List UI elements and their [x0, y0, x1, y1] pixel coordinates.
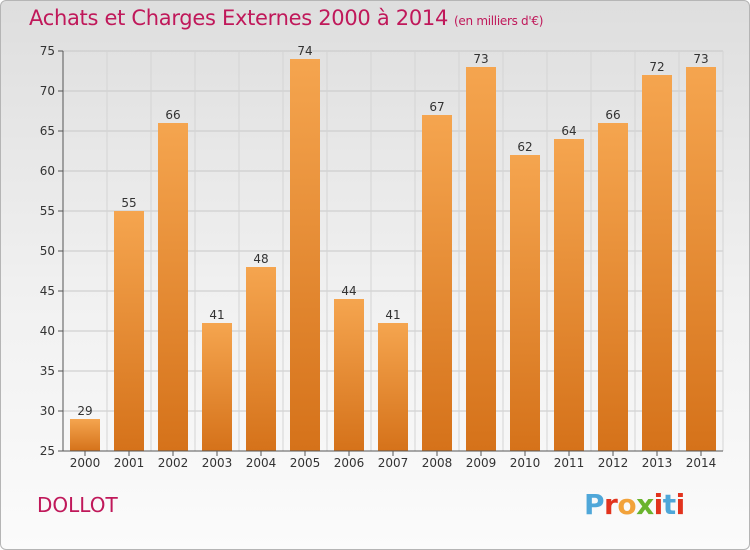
bar: [510, 155, 540, 451]
x-tick-label: 2004: [246, 456, 277, 470]
logo-letter: o: [617, 488, 637, 521]
bar-value-label: 29: [77, 404, 92, 418]
x-tick-label: 2012: [598, 456, 629, 470]
y-tick-label: 45: [40, 284, 55, 298]
y-tick-label: 30: [40, 404, 55, 418]
chart-title: Achats et Charges Externes 2000 à 2014 (e…: [29, 6, 543, 30]
bar: [114, 211, 144, 451]
bar: [598, 123, 628, 451]
bar-value-label: 72: [649, 60, 664, 74]
bar: [422, 115, 452, 451]
x-tick-label: 2009: [466, 456, 497, 470]
logo-letter: P: [584, 488, 605, 521]
x-tick-label: 2008: [422, 456, 453, 470]
bar: [554, 139, 584, 451]
x-tick-label: 2002: [158, 456, 189, 470]
y-tick-label: 50: [40, 244, 55, 258]
x-tick-label: 2003: [202, 456, 233, 470]
y-tick-label: 35: [40, 364, 55, 378]
bar-value-label: 62: [517, 140, 532, 154]
bar-value-label: 48: [253, 252, 268, 266]
bar-value-label: 44: [341, 284, 356, 298]
proxiti-logo: Proxiti: [584, 488, 685, 521]
logo-letter: x: [636, 488, 654, 521]
y-tick-label: 65: [40, 124, 55, 138]
y-tick-label: 70: [40, 84, 55, 98]
logo-letter: r: [604, 488, 618, 521]
bar-value-label: 66: [165, 108, 180, 122]
bar-value-label: 74: [297, 44, 312, 58]
bar: [378, 323, 408, 451]
x-tick-label: 2000: [70, 456, 101, 470]
bar: [202, 323, 232, 451]
bar: [246, 267, 276, 451]
y-tick-label: 60: [40, 164, 55, 178]
y-tick-label: 25: [40, 444, 55, 458]
x-tick-label: 2010: [510, 456, 541, 470]
x-tick-label: 2014: [686, 456, 717, 470]
bar: [686, 67, 716, 451]
x-tick-label: 2006: [334, 456, 365, 470]
bar-value-label: 41: [385, 308, 400, 322]
bar: [158, 123, 188, 451]
bar: [466, 67, 496, 451]
bar-value-label: 55: [121, 196, 136, 210]
y-tick-label: 75: [40, 44, 55, 58]
bar-value-label: 41: [209, 308, 224, 322]
x-tick-label: 2001: [114, 456, 145, 470]
bar-value-label: 73: [473, 52, 488, 66]
bar-value-label: 66: [605, 108, 620, 122]
bar-value-label: 67: [429, 100, 444, 114]
x-tick-label: 2011: [554, 456, 585, 470]
logo-letter: i: [675, 488, 686, 521]
x-tick-label: 2013: [642, 456, 673, 470]
bar-value-label: 64: [561, 124, 576, 138]
bar: [290, 59, 320, 451]
y-tick-label: 40: [40, 324, 55, 338]
x-tick-label: 2005: [290, 456, 321, 470]
chart-title-unit: (en milliers d'€): [454, 14, 544, 28]
bar-value-label: 73: [693, 52, 708, 66]
y-tick-label: 55: [40, 204, 55, 218]
chart-title-main: Achats et Charges Externes 2000 à 2014: [29, 6, 449, 30]
x-tick-label: 2007: [378, 456, 409, 470]
bar: [642, 75, 672, 451]
bar: [334, 299, 364, 451]
logo-letter: i: [653, 488, 664, 521]
logo-letter: t: [662, 488, 676, 521]
bar: [70, 419, 100, 451]
commune-name: DOLLOT: [37, 493, 118, 517]
